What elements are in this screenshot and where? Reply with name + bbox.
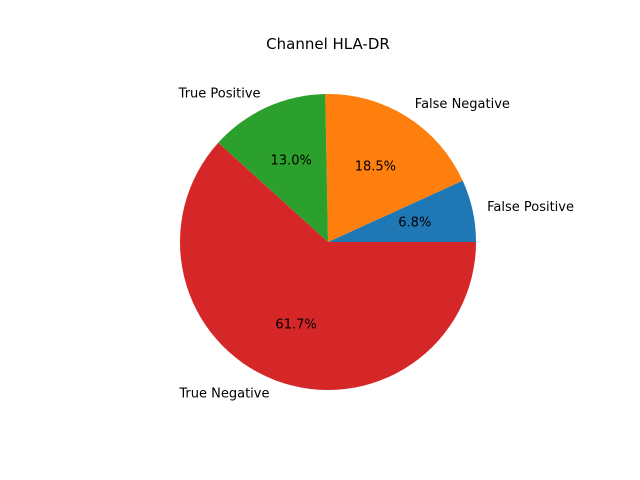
slice-percent-false-positive: 6.8% [398,216,431,231]
slice-percent-true-positive: 13.0% [271,154,312,169]
slice-label-true-positive: True Positive [178,86,261,101]
chart-title: Channel HLA-DR [266,35,390,53]
pie-slice-false-negative [325,93,463,242]
pie-slices [180,93,477,390]
slice-percent-true-negative: 61.7% [275,317,316,332]
pie-slice-true-negative [180,142,477,390]
slice-percent-false-negative: 18.5% [355,159,396,174]
slice-label-false-positive: False Positive [487,200,574,215]
pie-slice-false-positive [328,180,476,242]
pie-slice-true-positive [218,94,328,242]
slice-label-true-negative: True Negative [178,386,269,401]
slice-label-false-negative: False Negative [415,97,510,112]
pie-labels: False Positive 6.8% False Negative 18.5% Tru… [178,86,574,401]
